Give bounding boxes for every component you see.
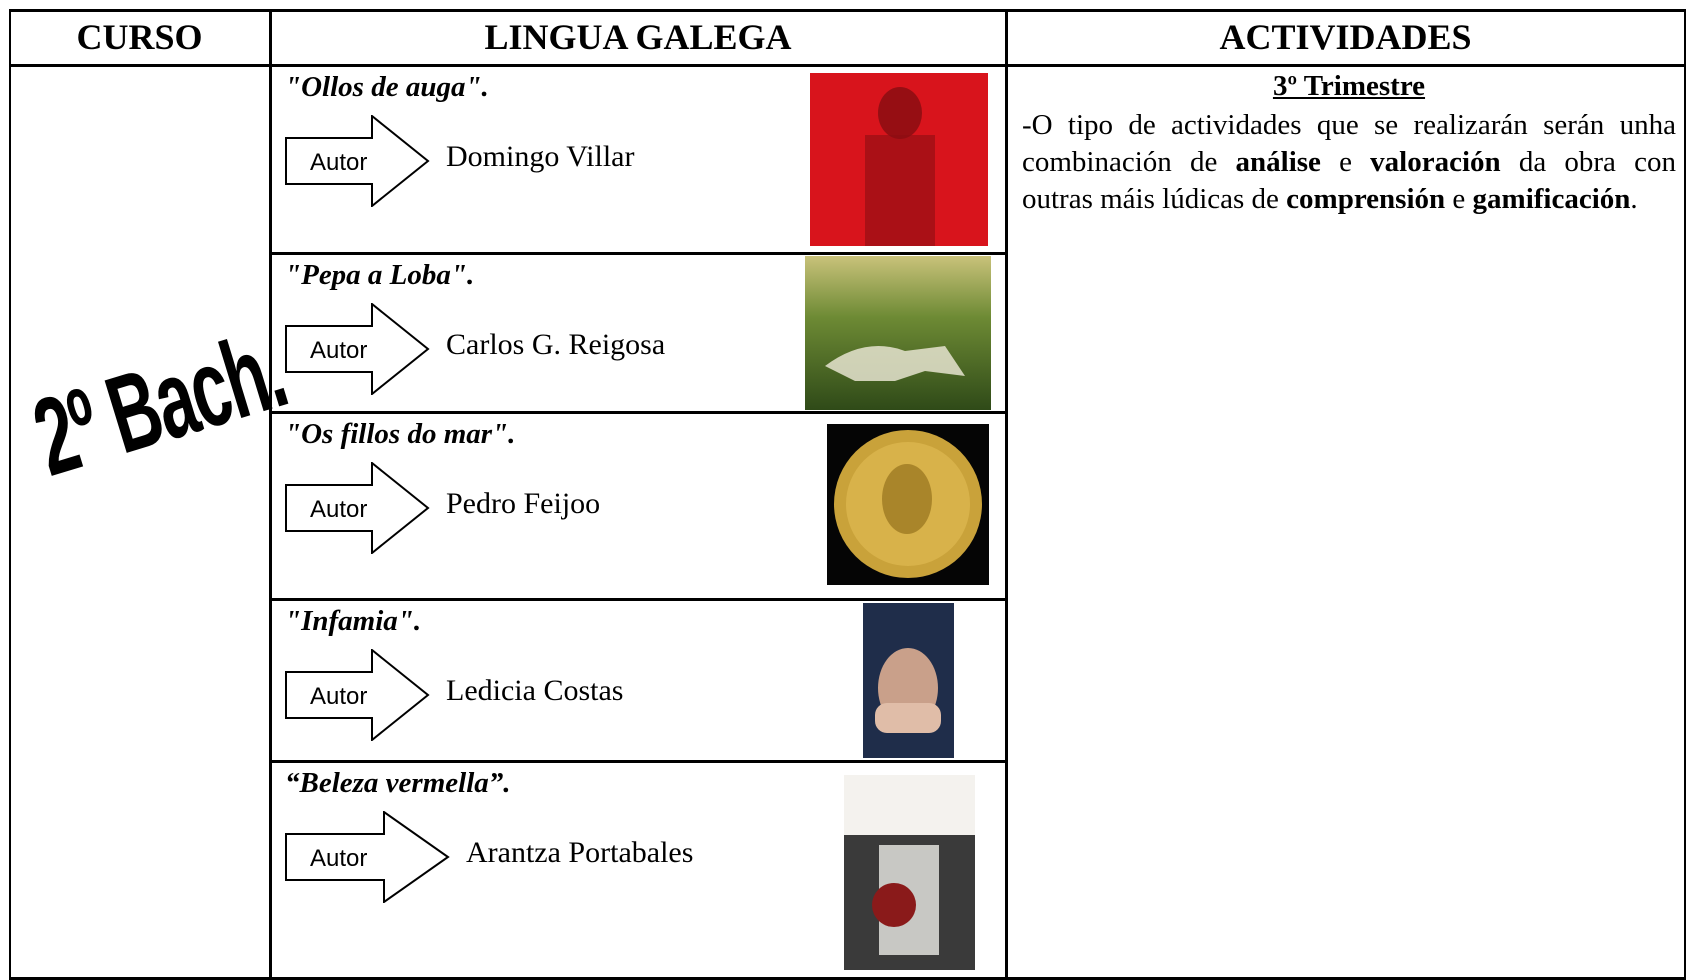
text-segment: . <box>1630 183 1638 215</box>
arrow-label: Autor <box>310 683 367 710</box>
text-segment: e <box>1320 146 1371 178</box>
header-cell: CURSO <box>76 17 203 57</box>
book-author: Ledicia Costas <box>446 674 624 707</box>
arrow <box>285 462 430 554</box>
book-cover <box>805 256 991 410</box>
arrow-label: Autor <box>310 337 367 364</box>
border <box>270 411 1006 414</box>
border <box>270 760 1006 763</box>
border <box>269 9 272 980</box>
book-author: Pedro Feijoo <box>446 487 601 520</box>
bold-term: análise <box>1235 146 1321 178</box>
arrow <box>285 303 430 395</box>
border <box>1684 9 1686 980</box>
book-cover <box>863 603 954 758</box>
arrow-shape: Autor <box>285 303 430 395</box>
arrow <box>285 649 430 741</box>
header-cell: ACTIVIDADES <box>1219 17 1472 57</box>
activities: 3º Trimestre -O tipo de actividades que … <box>1022 68 1676 218</box>
book-title: "Ollos de auga". <box>285 71 489 103</box>
border <box>9 9 1685 12</box>
header-cell: LINGUA GALEGA <box>484 17 792 57</box>
arrow <box>285 115 430 207</box>
arrow-label: Autor <box>310 496 367 523</box>
book-title: "Infamia". <box>285 605 422 637</box>
course-label: 2º Bach. <box>20 308 299 500</box>
bold-term: gamificación <box>1472 183 1631 215</box>
bold-term: comprensión <box>1286 183 1446 215</box>
arrow-label: Autor <box>310 149 367 176</box>
border <box>270 252 1006 255</box>
book-author: Domingo Villar <box>446 140 635 173</box>
text-segment: da obra con outras máis lúdicas de <box>1022 146 1676 215</box>
border <box>9 9 11 980</box>
book-cover <box>810 73 988 246</box>
book-title: "Pepa a Loba". <box>285 259 475 291</box>
book-author: Arantza Portabales <box>466 836 694 869</box>
border <box>270 598 1006 601</box>
border <box>9 64 1685 67</box>
activities-heading: 3º Trimestre <box>1272 70 1426 102</box>
arrow-shape: Autor <box>285 811 450 903</box>
book-title: "Os fillos do mar". <box>285 418 516 450</box>
text-segment: e <box>1445 183 1473 215</box>
arrow-shape: Autor <box>285 115 430 207</box>
book-author: Carlos G. Reigosa <box>446 328 666 361</box>
border <box>9 977 1685 980</box>
activities-text: -O tipo de actividades que se realizarán… <box>1022 107 1676 218</box>
arrow-shape: Autor <box>285 462 430 554</box>
book-cover <box>827 424 989 585</box>
arrow-shape: Autor <box>285 649 430 741</box>
book-cover <box>844 775 975 970</box>
arrow <box>285 811 450 903</box>
text-segment: -O tipo de actividades que se realizarán… <box>1022 109 1676 178</box>
book-title: “Beleza vermella”. <box>285 767 511 799</box>
bold-term: valoración <box>1370 146 1501 178</box>
arrow-label: Autor <box>310 845 367 872</box>
border <box>1005 9 1008 980</box>
